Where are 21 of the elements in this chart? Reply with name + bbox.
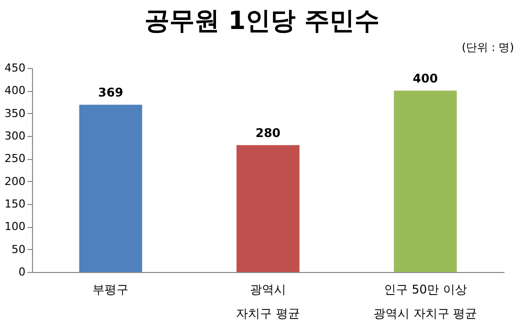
y-tick-label: 100 xyxy=(4,220,26,234)
y-tick-label: 400 xyxy=(4,84,26,98)
y-tick-label: 300 xyxy=(4,130,26,142)
y-tick-label: 0 xyxy=(18,266,26,278)
y-tick-label: 450 xyxy=(4,62,26,74)
text: (단위 : 명) xyxy=(462,40,514,55)
bar xyxy=(236,145,300,272)
data-label: 400 xyxy=(412,72,438,86)
y-tick-label: 250 xyxy=(4,152,26,166)
y-tick-label: 350 xyxy=(4,106,26,120)
y-tick-label: 200 xyxy=(4,174,26,188)
x-tick-label: 광역시 자치구 평균 xyxy=(236,282,300,320)
x-tick-label: 인구 50만 이상 광역시 자치구 평균 xyxy=(374,282,478,320)
y-tick-label: 150 xyxy=(4,198,26,210)
data-label: 280 xyxy=(255,126,281,140)
data-label: 369 xyxy=(98,86,124,100)
x-tick-label: 부평구 xyxy=(92,282,129,296)
bar xyxy=(394,90,457,272)
y-tick-label: 50 xyxy=(12,242,26,256)
bar xyxy=(79,104,142,272)
chart-title: 공무원 1인당 주민수 xyxy=(144,5,380,37)
